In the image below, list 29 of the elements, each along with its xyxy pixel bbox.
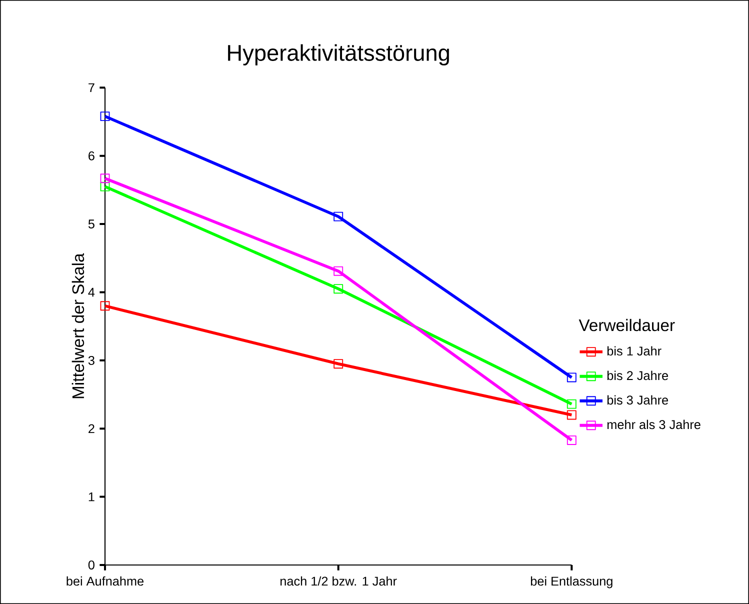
point: [566, 372, 576, 382]
point: [334, 266, 344, 276]
point: [566, 410, 576, 420]
y-tick-label: 5: [88, 220, 94, 228]
y-tick-label: 4: [88, 288, 95, 297]
point: [334, 212, 344, 222]
legend-label: bis 2 Jahre: [607, 370, 668, 380]
y-tick-label: 2: [88, 424, 94, 434]
point: [566, 399, 576, 409]
x-tick-label: bei Entlassung: [530, 576, 612, 588]
chart-title: Hyperaktivitätsstörung: [228, 44, 449, 66]
x-tick-label: nach 1/2 bzw. 1 Jahr: [280, 576, 397, 586]
point: [100, 174, 110, 184]
x-tick-label: bei Aufnahme: [66, 576, 144, 586]
y-tick-label: 6: [88, 151, 94, 160]
legend-title: Verweildauer: [578, 318, 675, 332]
y-tick-label: 1: [88, 492, 94, 502]
y-axis-title: Mittelwert der Skala: [72, 253, 84, 398]
legend-label: bis 1 Jahr: [607, 346, 662, 356]
point: [100, 112, 110, 122]
point: [334, 359, 344, 369]
legend-label: bis 3 Jahre: [607, 395, 668, 405]
y-tick-label: 7: [88, 83, 94, 92]
y-tick-label: 3: [88, 356, 94, 365]
legend-label: mehr als 3 Jahre: [607, 420, 700, 430]
point: [566, 435, 576, 445]
y-tick-label: 0: [88, 560, 94, 570]
point: [334, 284, 344, 294]
point: [100, 301, 110, 311]
